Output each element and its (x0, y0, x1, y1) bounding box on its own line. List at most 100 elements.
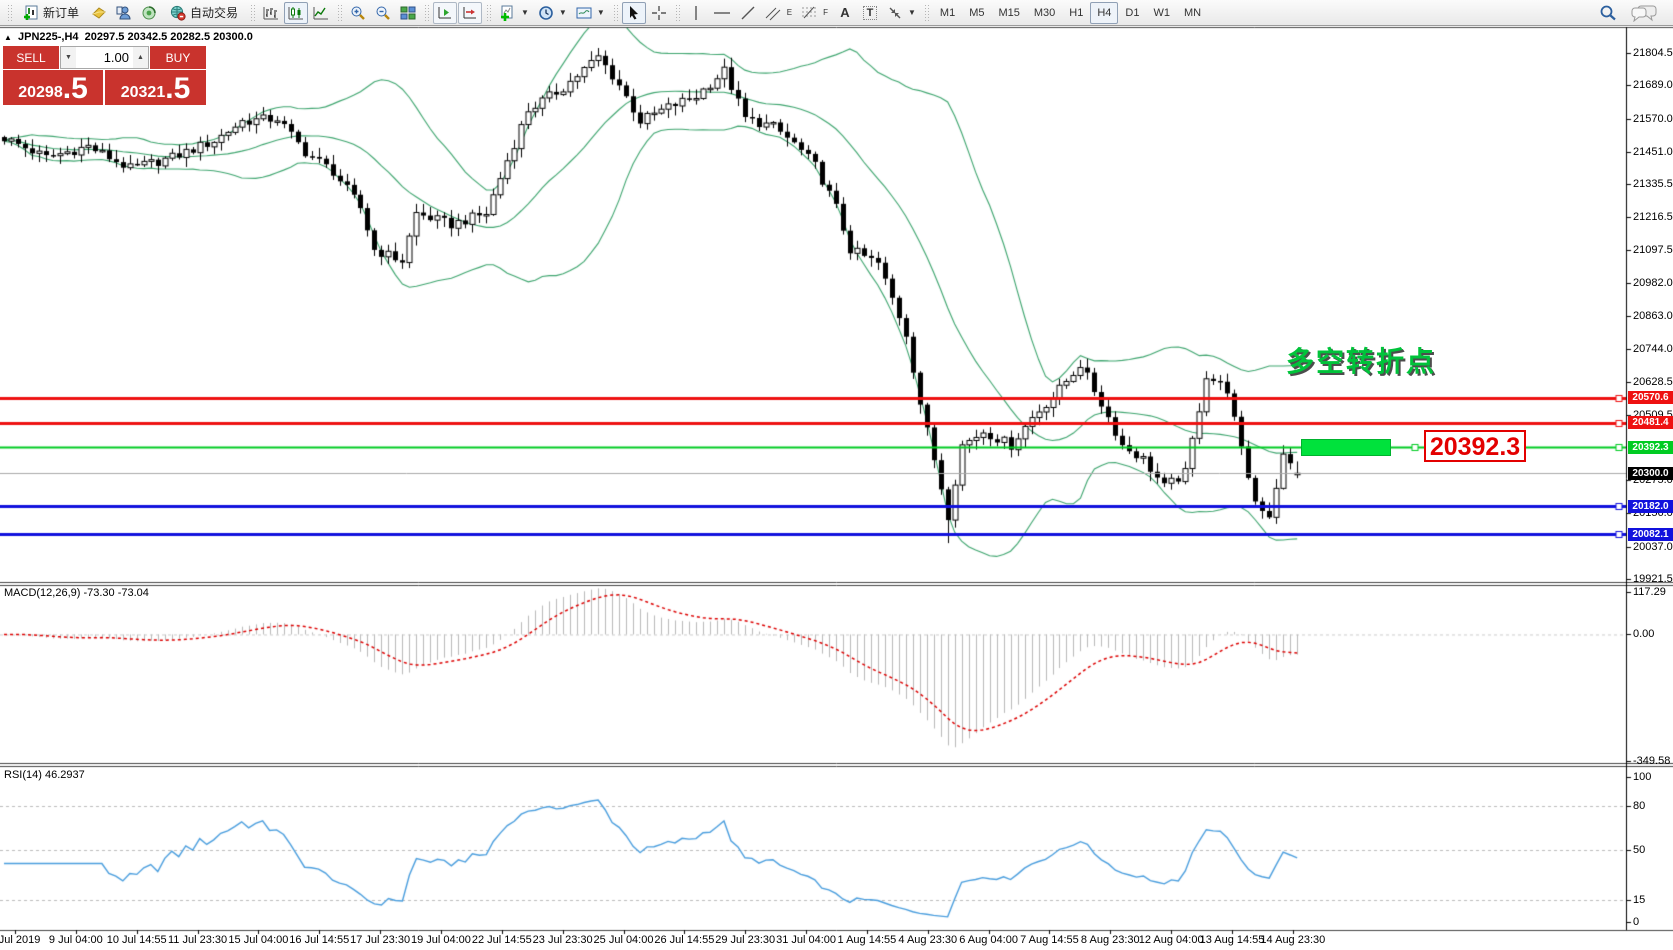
rsi-axis-label: 80 (1633, 800, 1646, 812)
periods-dropdown-caret[interactable]: ▼ (558, 8, 567, 17)
time-axis-label: 11 Jul 23:30 (167, 934, 228, 946)
macd-axis-label: -349.58 (1633, 755, 1671, 767)
text-label-icon: T (862, 5, 878, 20)
timeframe-button-W1[interactable]: W1 (1146, 2, 1177, 24)
new-order-label: 新订单 (42, 6, 79, 20)
timeframe-button-MN[interactable]: MN (1177, 2, 1208, 24)
templates-button[interactable]: ▼ (572, 2, 609, 24)
buy-price-display[interactable]: 20321 .5 (105, 70, 206, 105)
arrows-icon (887, 5, 903, 21)
news-button[interactable] (137, 2, 161, 24)
timeframe-button-M5[interactable]: M5 (962, 2, 991, 24)
timeframe-button-H4[interactable]: H4 (1090, 1, 1119, 24)
bar-chart-button[interactable] (259, 2, 283, 24)
auto-trading-button[interactable]: 自动交易 (162, 2, 246, 24)
timeframe-button-H1[interactable]: H1 (1062, 2, 1090, 24)
text-button[interactable]: A (833, 2, 857, 24)
price-tag-20392.3: 20392.3 (1628, 440, 1673, 454)
chart-shift-button[interactable] (458, 1, 482, 24)
rsi-axis-label: 15 (1633, 894, 1646, 907)
volume-increase-button[interactable]: ▲ (133, 47, 148, 68)
zoom-out-button[interactable] (371, 2, 395, 24)
metaeditor-button[interactable] (87, 2, 111, 24)
one-click-trading-panel: SELL ▼ ▲ BUY 20298 .5 20321 .5 (3, 46, 206, 105)
vertical-line-icon (689, 5, 703, 21)
highlight-rectangle[interactable] (1301, 439, 1391, 456)
volume-input[interactable] (76, 47, 133, 68)
tile-windows-button[interactable] (396, 2, 420, 24)
timeframe-button-D1[interactable]: D1 (1118, 2, 1146, 24)
sell-price-display[interactable]: 20298 .5 (3, 70, 103, 105)
templates-dropdown-caret[interactable]: ▼ (596, 8, 605, 17)
buy-price-main: 20321 (120, 84, 166, 101)
volume-decrease-button[interactable]: ▼ (61, 47, 76, 68)
symbol-collapse-triangle[interactable]: ▲ (4, 33, 12, 42)
price-callout-box[interactable]: 20392.3 (1424, 430, 1526, 462)
candlestick-chart-button[interactable] (284, 1, 308, 24)
time-axis-label: 12 Aug 04:00 (1138, 934, 1204, 946)
horizontal-line-icon (713, 5, 731, 21)
fibonacci-icon (801, 5, 819, 21)
chart-title: ▲ JPN225-,H4 20297.5 20342.5 20282.5 203… (4, 31, 253, 43)
metaeditor-icon (91, 5, 107, 21)
turning-point-annotation[interactable]: 多空转折点 (1286, 346, 1437, 377)
cursor-button[interactable] (621, 1, 646, 24)
channel-button[interactable]: E (761, 2, 796, 24)
price-axis-label: 20863.0 (1633, 310, 1673, 322)
toolbar-grip[interactable] (337, 3, 342, 22)
vertical-line-button[interactable] (684, 2, 708, 24)
text-label-button[interactable]: T (858, 2, 882, 24)
time-axis-label: 13 Aug 14:55 (1199, 934, 1265, 946)
toolbar-grip[interactable] (250, 3, 255, 22)
timeframe-button-M1[interactable]: M1 (933, 2, 962, 24)
time-axis-label: 14 Aug 23:30 (1260, 934, 1326, 946)
line-chart-icon (313, 5, 329, 21)
chat-icon[interactable] (1631, 4, 1657, 22)
time-axis-label: 31 Jul 04:00 (776, 934, 837, 946)
buy-price-frac: .5 (165, 72, 191, 105)
toolbar-grip[interactable] (7, 3, 12, 22)
search-icon[interactable] (1599, 4, 1617, 22)
arrows-dropdown-caret[interactable]: ▼ (908, 8, 916, 17)
line-chart-button[interactable] (309, 2, 333, 24)
timeframe-button-M15[interactable]: M15 (991, 2, 1026, 24)
toolbar-grip[interactable] (612, 3, 618, 22)
time-axis-label: 16 Jul 14:55 (289, 934, 350, 946)
time-axis-label: 9 Jul 04:00 (48, 934, 103, 946)
indicators-dropdown-caret[interactable]: ▼ (521, 8, 529, 17)
price-tag-20082.1: 20082.1 (1628, 527, 1673, 541)
tile-windows-icon (400, 5, 416, 21)
periods-button[interactable]: ▼ (534, 2, 571, 24)
indicators-button[interactable]: ▼ (495, 2, 533, 24)
auto-scroll-button[interactable] (433, 1, 457, 24)
toolbar-grip[interactable] (424, 3, 429, 22)
zoom-in-icon (350, 5, 366, 21)
buy-button[interactable]: BUY (150, 46, 206, 69)
cursor-icon (626, 5, 642, 21)
sell-button[interactable]: SELL (3, 46, 59, 69)
macd-label: MACD(12,26,9) -73.30 -73.04 (4, 587, 149, 599)
fibonacci-button[interactable]: F (797, 2, 832, 24)
horizontal-line-button[interactable] (709, 2, 735, 24)
toolbar-grip[interactable] (486, 3, 491, 22)
sell-price-main: 20298 (18, 84, 63, 101)
toolbar-grip[interactable] (674, 3, 680, 22)
time-axis-label: 10 Jul 14:55 (106, 934, 167, 946)
timeframe-button-M30[interactable]: M30 (1027, 2, 1062, 24)
macd-axis-label: 0.00 (1633, 628, 1655, 641)
new-order-button[interactable]: 新订单 (16, 2, 86, 24)
toolbar-grip[interactable] (923, 3, 929, 22)
time-axis-label: 22 Jul 14:55 (471, 934, 532, 946)
time-axis-label: 1 Aug 14:55 (837, 934, 897, 946)
time-axis-label: 29 Jul 23:30 (715, 934, 776, 946)
mql5-community-button[interactable] (112, 2, 136, 24)
bar-chart-icon (263, 5, 279, 21)
arrows-button[interactable]: ▼ (883, 2, 920, 24)
zoom-in-button[interactable] (346, 2, 370, 24)
crosshair-button[interactable] (647, 2, 671, 24)
toolbar: 新订单 自动交易 (0, 0, 1673, 26)
trendline-button[interactable] (736, 2, 760, 24)
auto-trading-label: 自动交易 (189, 6, 238, 20)
